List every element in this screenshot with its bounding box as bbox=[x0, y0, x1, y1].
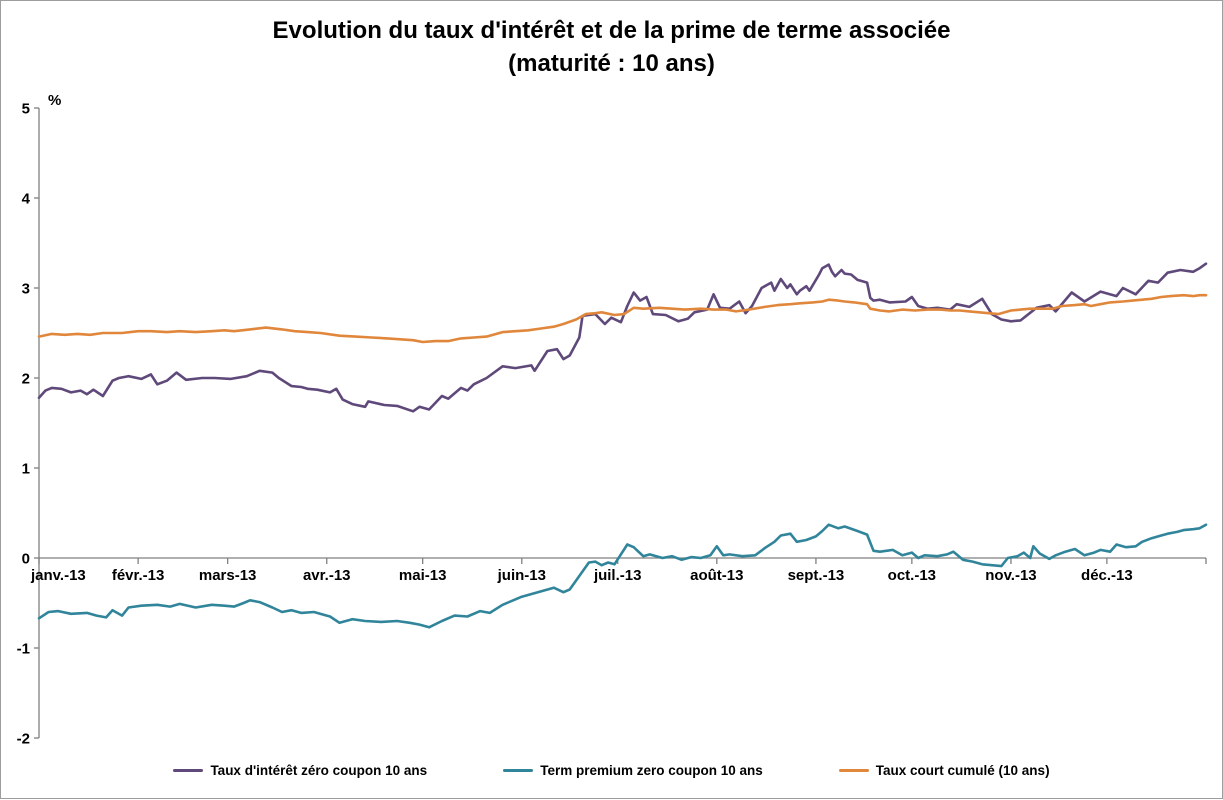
y-axis-tick-label: 0 bbox=[22, 551, 30, 568]
chart-title-line1: Evolution du taux d'intérêt et de la pri… bbox=[272, 17, 951, 44]
x-axis-tick-label: janv.-13 bbox=[30, 567, 86, 584]
legend-item-2[interactable]: Taux court cumulé (10 ans) bbox=[838, 763, 1050, 778]
series-line-0 bbox=[37, 262, 1208, 413]
y-axis-tick-label: 3 bbox=[22, 281, 30, 298]
x-axis-tick-label: juin-13 bbox=[497, 567, 546, 584]
legend-line-swatch bbox=[173, 768, 204, 773]
chart-title-line2: (maturité : 10 ans) bbox=[508, 50, 715, 77]
y-axis-tick-label: -2 bbox=[17, 731, 30, 748]
x-axis-tick-label: juil.-13 bbox=[593, 567, 642, 584]
legend-label: Taux court cumulé (10 ans) bbox=[875, 763, 1050, 778]
x-axis-tick-label: févr.-13 bbox=[112, 567, 165, 584]
x-axis-tick-label: août-13 bbox=[690, 567, 743, 584]
x-axis-tick-label: avr.-13 bbox=[303, 567, 351, 584]
y-axis-tick-label: -1 bbox=[17, 641, 30, 658]
chart-title: Evolution du taux d'intérêt et de la pri… bbox=[1, 14, 1222, 80]
y-axis-tick-label: 4 bbox=[22, 191, 31, 208]
legend-item-1[interactable]: Term premium zero coupon 10 ans bbox=[503, 763, 763, 778]
x-axis-tick-label: nov.-13 bbox=[985, 567, 1036, 584]
y-axis-tick-label: 1 bbox=[22, 461, 30, 478]
legend: Taux d'intérêt zéro coupon 10 ans Term pr… bbox=[1, 763, 1222, 778]
legend-line-swatch bbox=[838, 768, 869, 773]
x-axis-tick-label: mars-13 bbox=[199, 567, 257, 584]
x-axis-tick-label: oct.-13 bbox=[888, 567, 936, 584]
y-axis-tick-label: 5 bbox=[22, 101, 30, 118]
y-axis-tick-label: 2 bbox=[22, 371, 30, 388]
x-axis-tick-label: mai-13 bbox=[399, 567, 447, 584]
legend-item-0[interactable]: Taux d'intérêt zéro coupon 10 ans bbox=[173, 763, 427, 778]
x-axis-tick-label: sept.-13 bbox=[788, 567, 845, 584]
x-axis-tick-label: déc.-13 bbox=[1081, 567, 1133, 584]
series-line-1 bbox=[37, 523, 1208, 629]
legend-line-swatch bbox=[503, 768, 534, 773]
legend-label: Term premium zero coupon 10 ans bbox=[540, 763, 763, 778]
legend-label: Taux d'intérêt zéro coupon 10 ans bbox=[210, 763, 428, 778]
y-axis-unit-label: % bbox=[48, 92, 61, 109]
series-line-2 bbox=[37, 293, 1208, 344]
